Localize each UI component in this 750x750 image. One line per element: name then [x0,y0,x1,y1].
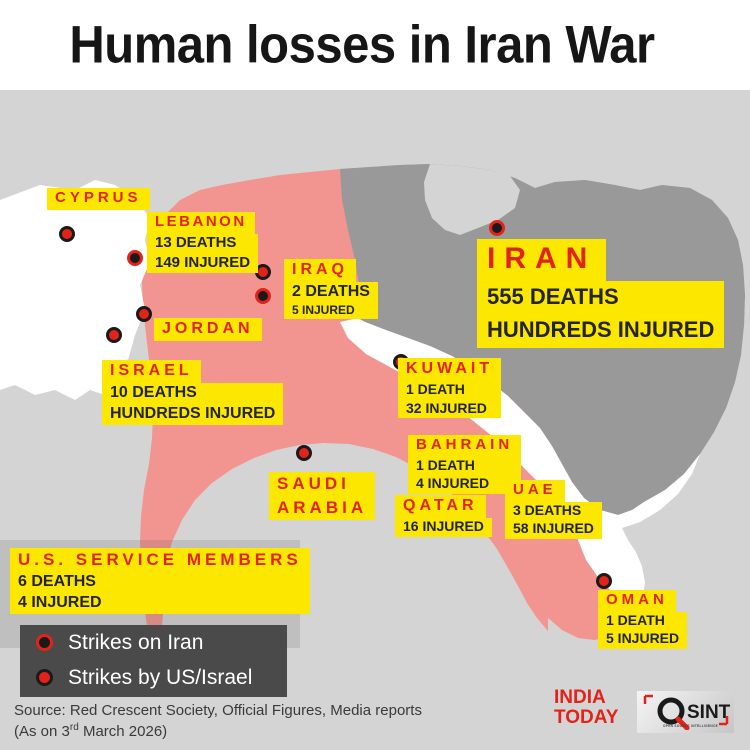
svg-text:OPEN SOURCE INTELLIGENCE: OPEN SOURCE INTELLIGENCE [663,724,718,728]
svg-text:SINT: SINT [687,702,731,723]
